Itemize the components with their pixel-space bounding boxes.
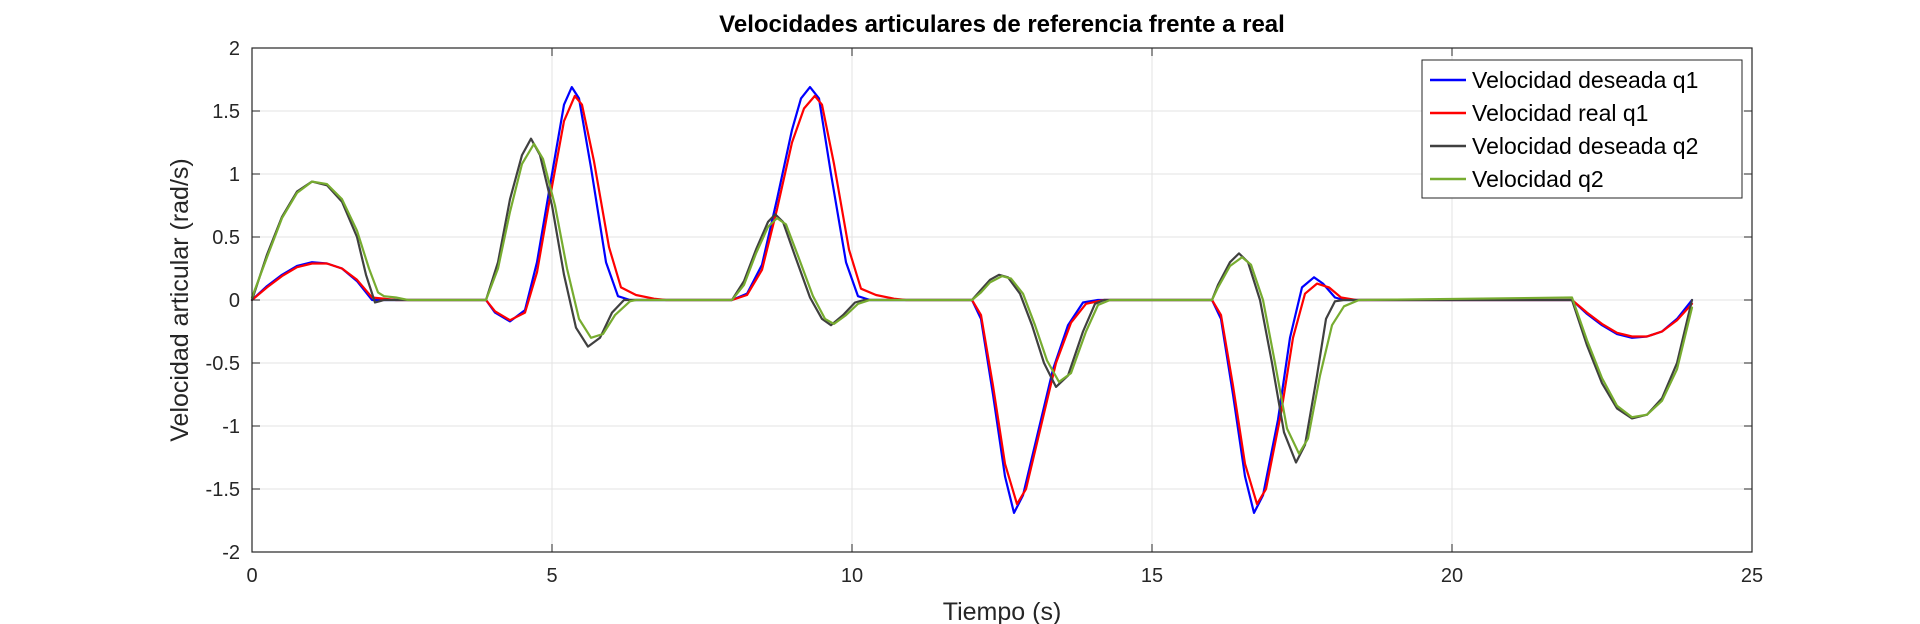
axis-ticks [251,47,1753,553]
y-tick-label: 1.5 [212,101,240,123]
y-tick-label: -1.5 [206,479,240,501]
x-tick-label: 0 [246,565,257,587]
series-layer [250,85,1694,515]
x-tick-label: 25 [1741,565,1763,587]
x-tick-labels: 0 5 10 15 20 25 [246,565,1763,587]
y-tick-label: -1 [222,416,240,438]
legend-label-1: Velocidad deseada q1 [1472,67,1698,93]
series-line-3 [250,137,1694,464]
series-line-1 [250,85,1694,515]
y-tick-label: 0 [229,290,240,312]
x-tick-label: 10 [841,565,863,587]
legend-box [1421,59,1743,199]
y-tick-label: -2 [222,542,240,564]
series-line-2 [250,94,1694,506]
x-tick-label: 20 [1441,565,1463,587]
y-tick-labels: -2 -1.5 -1 -0.5 0 0.5 1 1.5 2 [206,38,240,564]
y-tick-label: 0.5 [212,227,240,249]
y-tick-label: -0.5 [206,353,240,375]
y-tick-label: 1 [229,164,240,186]
x-tick-label: 15 [1141,565,1163,587]
legend: Velocidad deseada q1 Velocidad real q1 Vel… [1421,59,1743,199]
y-axis-label: Velocidad articular (rad/s) [166,158,194,441]
legend-label-2: Velocidad real q1 [1472,100,1648,126]
chart-title: Velocidades articulares de referencia fr… [719,11,1285,38]
x-axis-label: Tiempo (s) [943,598,1062,624]
series-line-4 [250,142,1694,455]
legend-label-3: Velocidad deseada q2 [1472,133,1698,159]
x-tick-label: 5 [546,565,557,587]
legend-label-4: Velocidad q2 [1472,166,1604,192]
y-tick-label: 2 [229,38,240,60]
